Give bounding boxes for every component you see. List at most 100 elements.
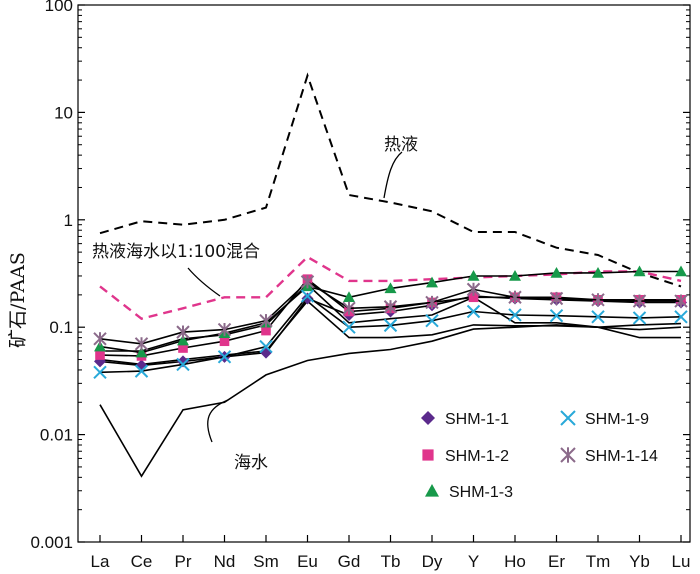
- legend-marker-shm-1-2: [422, 449, 434, 461]
- reference-line-1: [99, 255, 682, 321]
- point-shm-1-9-pr: [176, 357, 190, 372]
- x-tick-label: Er: [548, 552, 565, 571]
- point-shm-1-9-pr-stroke-b: [176, 357, 190, 372]
- point-shm-1-9-gd: [342, 320, 356, 334]
- annotation-leader-seawater: [207, 399, 229, 443]
- x-tick-label: Sm: [253, 552, 279, 571]
- point-shm-1-9-yb-stroke-b: [632, 311, 647, 325]
- legend-label-shm-1-2: SHM-1-2: [445, 448, 509, 465]
- point-shm-1-1-eu: [301, 292, 314, 305]
- x-tick-label: Tm: [586, 552, 611, 571]
- y-axis: 0.001 0.01 0.1 1 10 100: [30, 0, 690, 552]
- point-shm-1-9-nd-stroke-b: [217, 350, 232, 364]
- y-tick-label: 100: [45, 0, 73, 15]
- annotations: 热液 热液海水以1:100混合 海水: [92, 135, 418, 473]
- point-shm-1-2-pr: [178, 343, 188, 353]
- legend-label-shm-1-3: SHM-1-3: [449, 484, 513, 501]
- point-shm-1-9-la: [93, 365, 107, 380]
- point-shm-1-9-eu-stroke-b: [300, 289, 315, 303]
- point-shm-1-9-y: [466, 304, 481, 319]
- point-shm-1-9-lu: [674, 310, 688, 324]
- point-shm-1-14-ho: [508, 290, 522, 304]
- point-shm-1-9-y-stroke-b: [466, 304, 481, 319]
- point-shm-1-3-dy: [426, 276, 438, 288]
- point-shm-1-9-yb: [632, 311, 647, 325]
- annotation-mixture: 热液海水以1:100混合: [92, 242, 260, 262]
- annotation-leader-mixture: [187, 267, 221, 297]
- point-shm-1-2-nd: [219, 336, 230, 347]
- point-shm-1-14-pr: [176, 325, 190, 339]
- point-shm-1-9-er-stroke-b: [549, 308, 564, 323]
- point-shm-1-14-dy: [425, 295, 439, 310]
- x-tick-label: Nd: [214, 552, 236, 571]
- legend-label-shm-1-14: SHM-1-14: [585, 448, 658, 465]
- point-shm-1-9-er: [549, 308, 564, 323]
- point-shm-1-9-ce-stroke-b: [134, 364, 149, 378]
- point-shm-1-3-la: [94, 340, 106, 352]
- point-shm-1-3-pr: [177, 334, 189, 346]
- point-shm-1-3-ho: [509, 269, 521, 281]
- legend-marker-shm-1-3: [425, 484, 439, 497]
- x-tick-label: Ce: [131, 552, 153, 571]
- x-tick-label: Pr: [175, 552, 192, 571]
- point-shm-1-3-tm: [592, 266, 604, 278]
- x-tick-label: Eu: [297, 552, 318, 571]
- point-shm-1-14-eu: [300, 275, 315, 289]
- legend-marker-shm-1-14: [560, 447, 576, 463]
- series-lines: [93, 265, 688, 380]
- x-tick-label: Gd: [338, 552, 361, 571]
- point-shm-1-9-dy: [425, 313, 439, 328]
- x-tick-label: Tb: [381, 552, 401, 571]
- point-shm-1-3-tb: [384, 282, 397, 294]
- plot-frame: [77, 4, 691, 543]
- point-shm-1-9-tb: [383, 318, 398, 333]
- legend: SHM-1-1 SHM-1-9 SHM-1-2 SHM-1-14 SHM-1-3: [421, 410, 658, 501]
- point-shm-1-3-yb: [633, 265, 646, 277]
- point-shm-1-2-sm: [261, 325, 271, 336]
- legend-label-shm-1-1: SHM-1-1: [445, 411, 509, 428]
- point-shm-1-9-dy-stroke-b: [425, 313, 439, 328]
- legend-marker-shm-1-9: [560, 410, 576, 426]
- x-tick-label: Yb: [629, 552, 650, 571]
- x-tick-label: Ho: [504, 552, 526, 571]
- y-tick-label: 0.001: [30, 533, 73, 552]
- y-tick-label: 0.1: [49, 318, 73, 337]
- point-shm-1-9-sm: [259, 339, 273, 354]
- series-shm-1-14: [93, 275, 688, 351]
- point-shm-1-3-er: [550, 266, 563, 278]
- x-tick-label: La: [91, 552, 110, 571]
- legend-marker-shm-1-1: [421, 411, 435, 425]
- point-shm-1-14-er: [549, 291, 564, 306]
- y-tick-label: 10: [54, 103, 73, 122]
- sample-line-extra-0: [99, 299, 682, 366]
- reference-line-0: [99, 72, 682, 288]
- point-shm-1-3-lu: [675, 265, 687, 277]
- annotation-leader-hydrothermal: [383, 151, 403, 199]
- point-shm-1-14-nd: [217, 322, 232, 337]
- point-shm-1-9-nd: [217, 350, 232, 364]
- point-shm-1-9-tm: [591, 310, 605, 324]
- point-shm-1-9-gd-stroke-b: [342, 320, 356, 334]
- point-shm-1-14-la: [93, 332, 107, 346]
- point-shm-1-9-ho: [508, 308, 522, 322]
- point-shm-1-14-gd: [342, 301, 356, 315]
- x-tick-label: Y: [468, 552, 479, 571]
- point-shm-1-14-tm: [591, 293, 605, 307]
- point-shm-1-14-tb: [383, 300, 398, 314]
- point-shm-1-14-yb: [632, 294, 647, 308]
- point-shm-1-14-lu: [674, 294, 688, 308]
- point-shm-1-2-la: [95, 350, 105, 360]
- point-shm-1-3-y: [467, 269, 480, 281]
- point-shm-1-9-lu-stroke-b: [674, 310, 688, 324]
- legend-label-shm-1-9: SHM-1-9: [585, 411, 649, 428]
- x-tick-label: Lu: [672, 552, 691, 571]
- x-axis: La Ce Pr Nd Sm Eu Gd Tb Dy Y Ho Er Tm Yb Lu: [91, 535, 691, 571]
- point-shm-1-14-y: [466, 282, 481, 297]
- y-tick-label: 0.01: [40, 426, 73, 445]
- point-shm-1-9-tb-stroke-b: [383, 318, 398, 333]
- point-shm-1-2-y: [468, 292, 479, 303]
- x-tick-label: Dy: [422, 552, 443, 571]
- point-shm-1-9-eu: [300, 289, 315, 303]
- annotation-hydrothermal: 热液: [384, 135, 418, 155]
